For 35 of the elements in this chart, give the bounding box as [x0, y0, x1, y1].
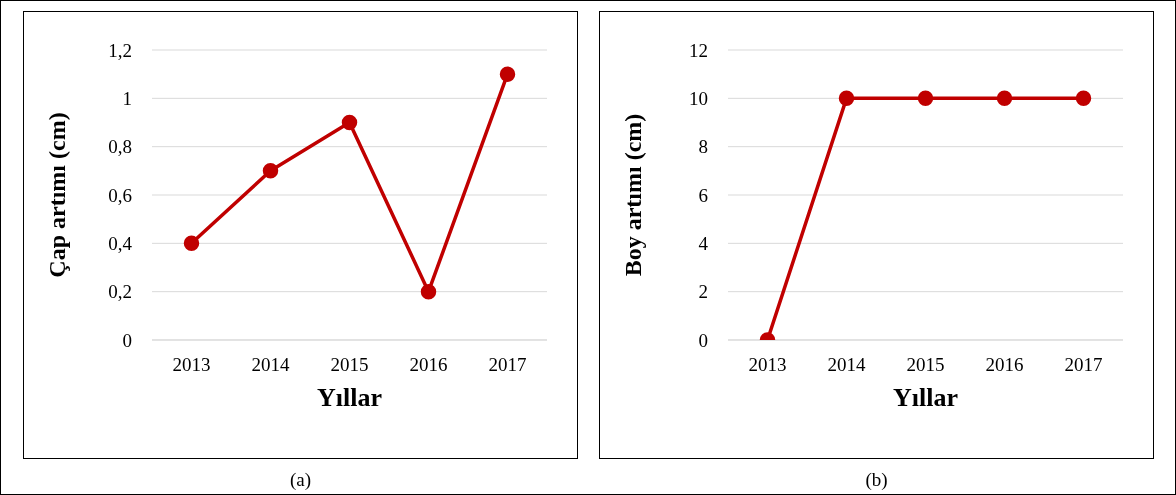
x-tick-label: 2016 [985, 354, 1024, 376]
y-tick-label: 10 [689, 88, 708, 110]
y-tick-label: 0 [698, 329, 708, 351]
y-tick-label: 8 [698, 136, 708, 158]
y-tick-label: 0,8 [108, 136, 132, 158]
y-tick-label: 0 [122, 329, 132, 351]
x-tick-label: 2017 [488, 354, 527, 376]
y-tick-label: 12 [689, 39, 708, 61]
point [262, 163, 279, 179]
x-tick-label: 2017 [1064, 354, 1103, 376]
x-tick-label: 2016 [409, 354, 448, 376]
y-axis-title: Çap artımı (cm) [43, 112, 70, 278]
point [183, 235, 200, 252]
y-axis-title: Boy artımı (cm) [619, 113, 646, 277]
y-tick-label: 1,2 [108, 39, 132, 61]
y-tick-label: 2 [698, 281, 708, 303]
y-tick-label: 6 [698, 184, 708, 206]
x-tick-label: 2014 [251, 354, 290, 376]
x-axis-title: Yıllar [893, 383, 958, 413]
point [499, 66, 516, 82]
x-tick-label: 2015 [906, 354, 945, 376]
x-tick-label: 2014 [827, 354, 866, 376]
x-tick-label: 2013 [748, 354, 787, 376]
text: (b) [864, 469, 889, 491]
point [341, 114, 358, 131]
y-tick-label: 4 [698, 233, 709, 255]
x-axis-title: Yıllar [317, 383, 382, 413]
y-tick-label: 0,2 [108, 281, 132, 303]
y-tick-label: 1 [122, 88, 132, 110]
x-tick-label: 2013 [172, 354, 211, 376]
y-tick-label: 0,6 [108, 184, 132, 206]
text: (a) [288, 469, 313, 491]
point [420, 283, 437, 300]
y-tick-label: 0,4 [108, 233, 133, 255]
x-tick-label: 2015 [330, 354, 369, 376]
